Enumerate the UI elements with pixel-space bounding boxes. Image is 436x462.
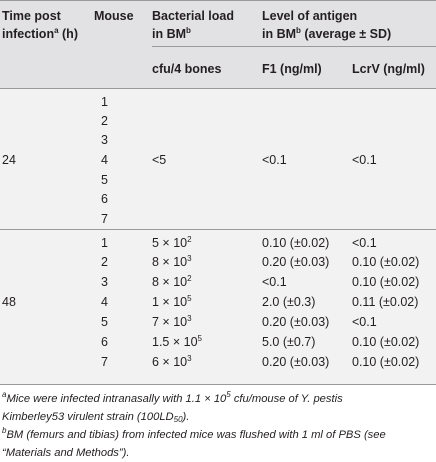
header-lcrv: LcrV (ng/ml) [352,62,425,76]
group48-lcrv: 0.10 (±0.02) [352,335,420,349]
footnote-b: bBM (femurs and tibias) from infected mi… [2,426,386,459]
group48-f1: 0.20 (±0.03) [262,255,330,269]
footnote-a: aMice were infected intranasally with 1.… [2,390,343,424]
group48-f1: <0.1 [262,275,287,289]
header-mouse: Mouse [94,9,134,23]
group24-mouse: 7 [101,212,108,226]
group24-f1: <0.1 [262,153,287,167]
group24-mouse: 1 [101,95,108,109]
group48-lcrv: 0.10 (±0.02) [352,255,420,269]
header-bacterial-load-line1: Bacterial load [152,9,234,23]
group-divider-rule [0,229,436,230]
header-f1: F1 (ng/ml) [262,62,322,76]
group48-f1: 5.0 (±0.7) [262,335,316,349]
header-sub-rule [152,46,436,47]
header-antigen-line1: Level of antigen [262,9,358,23]
group48-cfu: 8 × 102 [152,274,192,290]
group48-cfu: 1.5 × 105 [152,334,202,350]
group24-lcrv: <0.1 [352,153,377,167]
group48-mouse: 7 [101,355,108,369]
group48-mouse: 6 [101,335,108,349]
table-body-background [0,88,436,384]
group48-lcrv: 0.11 (±0.02) [352,295,419,309]
header-antigen-line2: in BMb (average ± SD) [262,26,392,42]
group48-mouse: 5 [101,315,108,329]
group48-lcrv: <0.1 [352,236,377,250]
group48-lcrv: <0.1 [352,315,377,329]
group24-bacterial-load: <5 [152,153,167,167]
group48-mouse: 2 [101,255,108,269]
group24-mouse: 6 [101,192,108,206]
top-rule [0,0,436,1]
group48-cfu: 7 × 103 [152,314,192,330]
header-time-line1: Time post [2,9,61,23]
group24-mouse: 2 [101,114,108,128]
group24-time: 24 [2,153,16,167]
group48-lcrv: 0.10 (±0.02) [352,275,420,289]
group48-f1: 0.20 (±0.03) [262,315,330,329]
group48-time: 48 [2,295,16,309]
group48-cfu: 8 × 103 [152,254,192,270]
group24-mouse: 3 [101,133,108,147]
group48-lcrv: 0.10 (±0.02) [352,355,420,369]
table-bottom-rule [0,384,436,385]
header-time-line2: infectiona (h) [2,26,78,42]
group48-cfu: 5 × 102 [152,235,192,251]
header-bottom-rule [0,88,436,89]
group48-mouse: 1 [101,236,108,250]
group24-mouse: 5 [101,173,108,187]
header-bacterial-load-line2: in BMb [152,26,191,42]
group48-f1: 0.10 (±0.02) [262,236,330,250]
group48-f1: 0.20 (±0.03) [262,355,330,369]
table-header-background [0,0,436,88]
group48-cfu: 6 × 103 [152,354,192,370]
group24-mouse: 4 [101,153,108,167]
group48-f1: 2.0 (±0.3) [262,295,316,309]
group48-cfu: 1 × 105 [152,294,192,310]
group48-mouse: 3 [101,275,108,289]
header-cfu: cfu/4 bones [152,62,222,76]
group48-mouse: 4 [101,295,108,309]
